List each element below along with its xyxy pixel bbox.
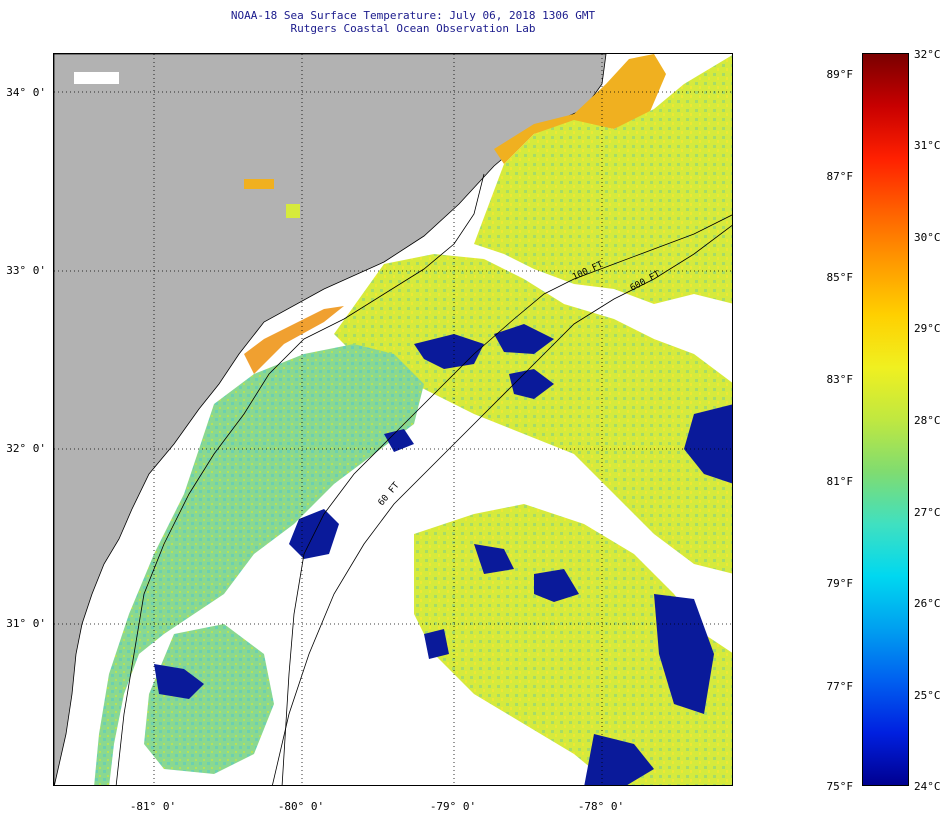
sst-patch-northeast — [474, 55, 732, 304]
sst-patch-shelf — [94, 344, 424, 785]
colorbar-c-label: 31°C — [914, 139, 941, 152]
colorbar-c-label: 28°C — [914, 414, 941, 427]
colorbar-f-label: 89°F — [826, 68, 854, 81]
sst-patch-offshore — [414, 504, 732, 785]
latitude-label-34: 34° 0' — [6, 86, 46, 99]
colorbar-c-label: 27°C — [914, 506, 941, 519]
colorbar-c-label: 25°C — [914, 689, 941, 702]
longitude-label-79: -79° 0' — [429, 800, 477, 813]
colorbar-f-label: 83°F — [826, 373, 854, 386]
map-subtitle: Rutgers Coastal Ocean Observation Lab — [290, 22, 536, 35]
colorbar-f-label: 79°F — [826, 577, 854, 590]
sst-patch-central — [334, 254, 732, 574]
contour-60ft — [115, 173, 485, 785]
colorbar-c-label: 26°C — [914, 597, 941, 610]
colorbar-c-label: 29°C — [914, 322, 941, 335]
longitude-label-81: -81° 0' — [129, 800, 177, 813]
contour-100ft — [281, 214, 732, 785]
warm-coastal-band — [494, 54, 666, 164]
colorbar-f-label: 85°F — [826, 271, 854, 284]
contour-label-60ft: 60 FT — [377, 480, 402, 508]
graticule — [54, 54, 732, 785]
temperature-colorbar — [862, 53, 909, 786]
colorbar-f-label: 77°F — [826, 680, 854, 693]
colorbar-f-label: 87°F — [826, 170, 854, 183]
sst-patch-south — [144, 624, 274, 774]
longitude-label-78: -78° 0' — [577, 800, 625, 813]
latitude-label-32: 32° 0' — [6, 442, 46, 455]
map-title: NOAA-18 Sea Surface Temperature: July 06… — [230, 9, 596, 22]
sst-map[interactable]: 100 FT 600 FT 60 FT — [53, 53, 733, 786]
sst-map-graphic: 100 FT 600 FT 60 FT — [54, 54, 732, 785]
colorbar-f-label: 81°F — [826, 475, 854, 488]
colorbar-c-label: 32°C — [914, 48, 941, 61]
colorbar-c-label: 24°C — [914, 780, 941, 793]
colorbar-f-label: 75°F — [826, 780, 854, 793]
longitude-label-80: -80° 0' — [277, 800, 325, 813]
latitude-label-33: 33° 0' — [6, 264, 46, 277]
colorbar-c-label: 30°C — [914, 231, 941, 244]
contour-600ft — [272, 225, 732, 785]
latitude-label-31: 31° 0' — [6, 617, 46, 630]
